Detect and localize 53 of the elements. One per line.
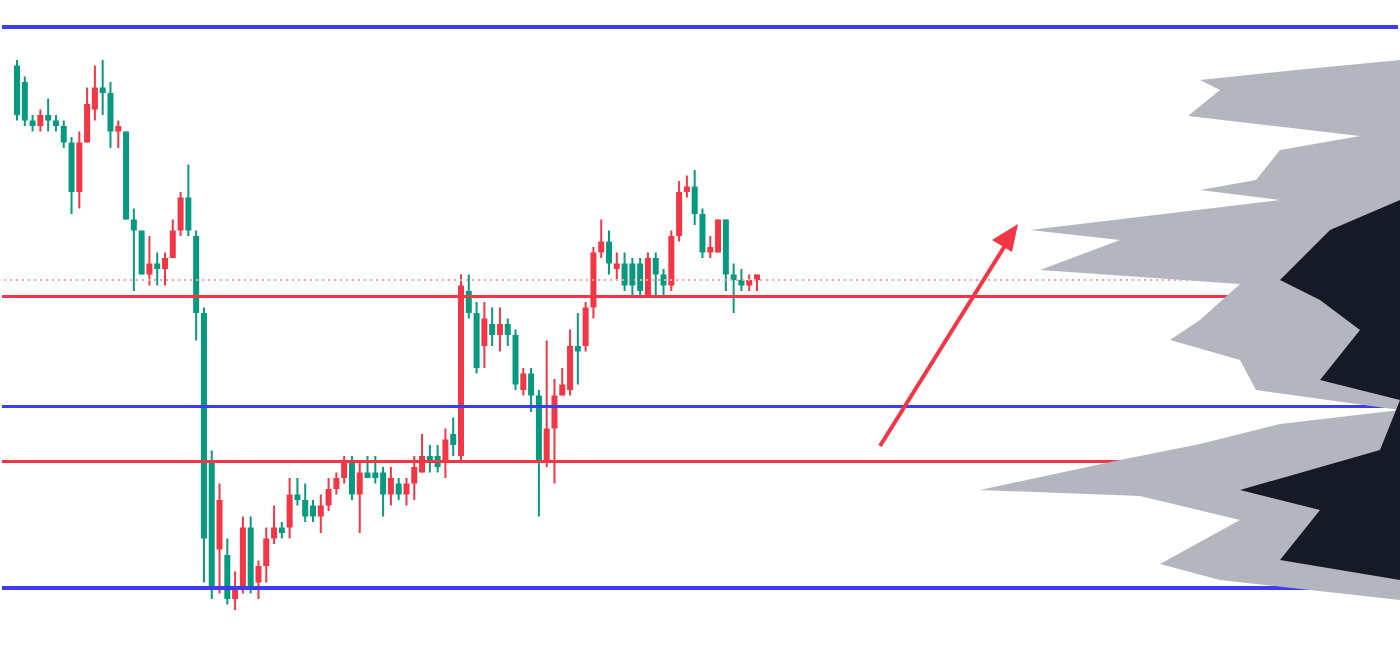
candlestick bbox=[146, 235, 153, 287]
candlestick bbox=[442, 427, 449, 479]
candlestick bbox=[325, 477, 332, 512]
candlestick bbox=[481, 301, 488, 369]
candlestick bbox=[637, 257, 644, 298]
candlestick bbox=[271, 504, 278, 545]
candlestick bbox=[348, 455, 355, 501]
candlestick bbox=[683, 174, 690, 199]
candlestick bbox=[489, 306, 496, 347]
candlestick bbox=[84, 86, 91, 144]
candlestick bbox=[504, 317, 511, 347]
candlestick bbox=[138, 229, 145, 276]
candlestick bbox=[606, 229, 612, 276]
candlestick bbox=[341, 455, 348, 485]
candlestick bbox=[310, 499, 316, 523]
candlestick bbox=[387, 466, 394, 507]
candlestick bbox=[567, 328, 574, 397]
candlestick bbox=[660, 268, 667, 298]
candlestick bbox=[411, 455, 418, 501]
candlestick bbox=[574, 312, 581, 386]
candlestick bbox=[177, 191, 184, 237]
candlestick bbox=[598, 218, 605, 259]
candlestick bbox=[621, 251, 628, 292]
candlestick bbox=[715, 218, 722, 254]
candlestick bbox=[528, 367, 535, 413]
candlestick bbox=[302, 482, 309, 523]
candlestick bbox=[520, 367, 527, 397]
candlestick bbox=[130, 207, 137, 292]
candlestick bbox=[496, 306, 503, 353]
candlestick bbox=[676, 180, 683, 243]
candlestick bbox=[169, 218, 176, 259]
candlestick bbox=[317, 493, 324, 534]
candlestick bbox=[380, 466, 387, 518]
candlestick bbox=[45, 97, 52, 133]
candlestick bbox=[356, 460, 363, 534]
candlestick bbox=[294, 477, 301, 507]
candlestick bbox=[450, 416, 457, 457]
candlestick bbox=[403, 477, 410, 507]
candlestick bbox=[286, 477, 293, 540]
candlestick bbox=[185, 163, 192, 237]
candlestick bbox=[37, 108, 44, 133]
candlestick bbox=[644, 251, 651, 298]
candlestick bbox=[263, 526, 270, 584]
candlestick bbox=[652, 251, 659, 298]
candlestick bbox=[224, 537, 231, 606]
candlestick bbox=[154, 251, 161, 287]
candlestick bbox=[60, 119, 67, 149]
candlestick bbox=[629, 257, 636, 298]
candlestick bbox=[115, 119, 122, 149]
candlestick bbox=[255, 559, 262, 600]
candlestick bbox=[162, 251, 168, 287]
candlestick bbox=[613, 251, 620, 281]
candlestick bbox=[395, 477, 402, 501]
